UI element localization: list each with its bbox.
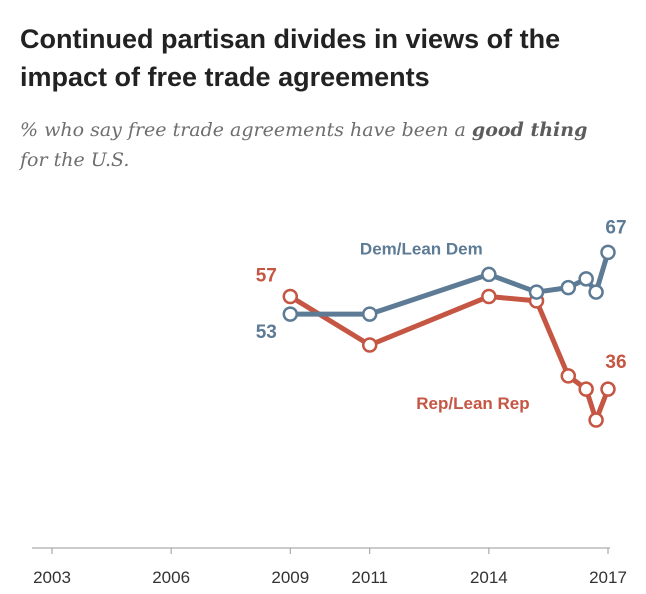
- data-point: [282, 306, 299, 322]
- first-value-label: 57: [256, 265, 277, 286]
- data-point: [560, 368, 577, 384]
- data-point: [481, 266, 497, 283]
- data-point: [361, 337, 378, 353]
- x-tick-label: 2011: [351, 568, 388, 587]
- x-tick-label: 2003: [33, 568, 71, 587]
- data-point: [361, 306, 378, 322]
- x-axis-ticks: 2003 2006 2009 2011 2014 2017: [33, 548, 627, 587]
- subtitle-prefix: % who say free trade agreements have bee…: [20, 119, 472, 141]
- data-point: [588, 284, 604, 300]
- data-point: [588, 412, 604, 428]
- last-value-label: 67: [605, 217, 626, 238]
- data-point: [578, 381, 594, 397]
- series-name-label: Dem/Lean Dem: [360, 240, 483, 259]
- x-tick-label: 2014: [470, 568, 508, 587]
- data-point: [481, 288, 497, 305]
- x-tick-label: 2009: [271, 568, 309, 587]
- data-point: [600, 244, 616, 261]
- first-value-label: 53: [256, 322, 277, 343]
- chart-subtitle: % who say free trade agreements have bee…: [20, 115, 620, 175]
- x-tick-label: 2017: [589, 568, 627, 587]
- data-point: [600, 381, 616, 397]
- last-value-label: 36: [605, 352, 626, 373]
- data-point: [578, 271, 594, 287]
- subtitle-emphasis: good thing: [471, 119, 588, 141]
- data-point: [560, 279, 577, 296]
- subtitle-suffix: for the U.S.: [20, 149, 130, 171]
- x-tick-label: 2006: [152, 568, 190, 587]
- chart-title: Continued partisan divides in views of t…: [20, 24, 561, 92]
- series-name-label: Rep/Lean Rep: [416, 394, 529, 413]
- data-point: [282, 288, 299, 305]
- series-line: [287, 249, 611, 317]
- data-point: [528, 284, 545, 300]
- series-layer: Rep/Lean Rep 57 36 Dem/Lean Dem 53 67: [256, 217, 627, 428]
- series-dem: Dem/Lean Dem 53 67: [256, 217, 627, 343]
